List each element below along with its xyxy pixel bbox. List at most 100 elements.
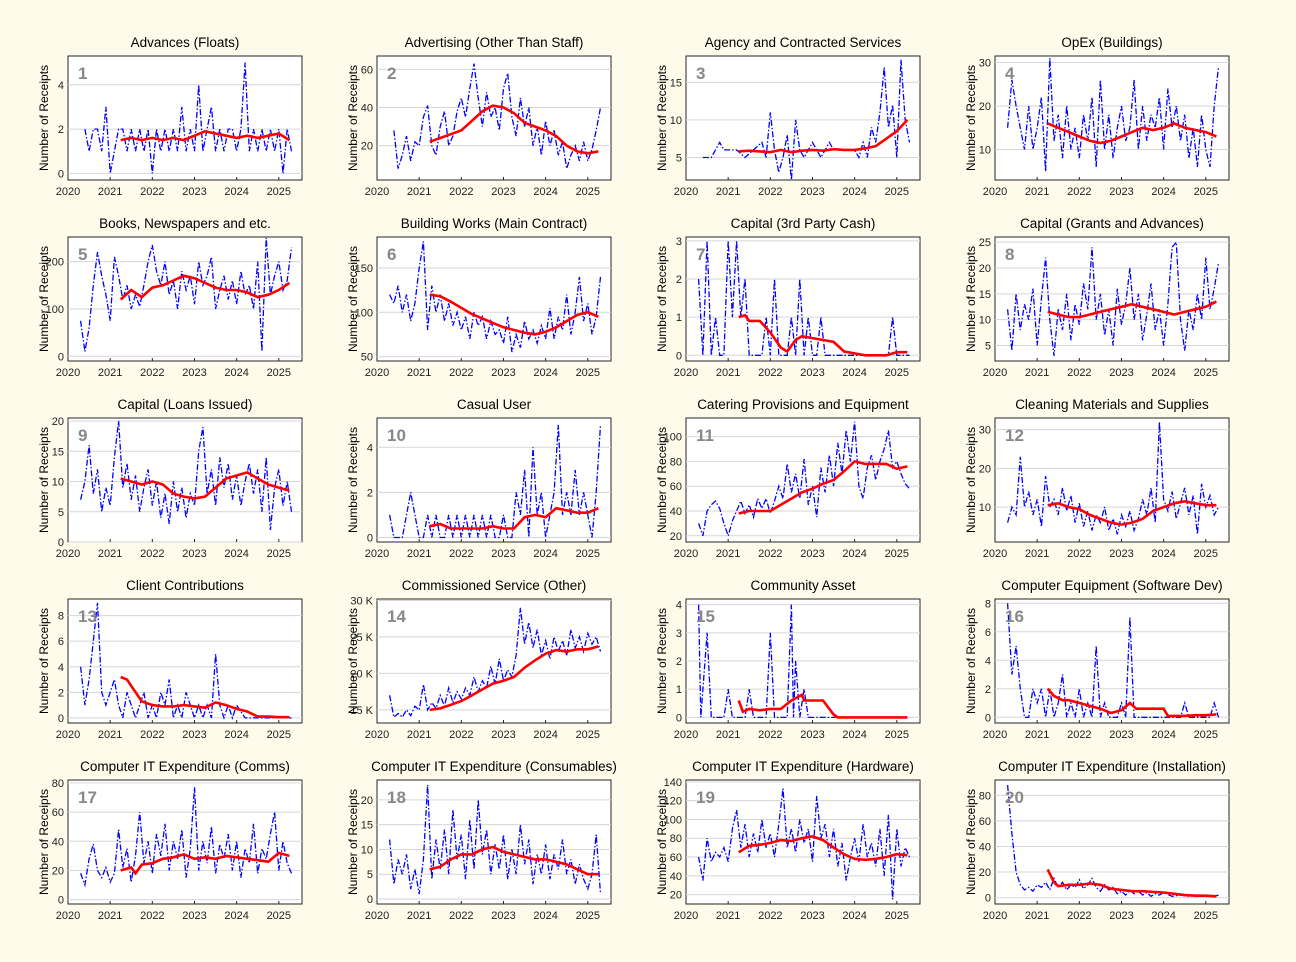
plot-area <box>67 55 303 181</box>
subplot-title: Capital (Loans Issued) <box>117 397 252 412</box>
x-tick-label: 2022 <box>1067 548 1091 560</box>
y-tick-label: 4 <box>676 600 682 612</box>
y-tick-label: 120 <box>664 796 682 808</box>
subplot-index: 17 <box>78 788 97 807</box>
subplot-index: 3 <box>696 64 705 83</box>
x-tick-label: 2022 <box>140 548 164 560</box>
y-tick-label: 20 <box>979 101 991 113</box>
y-axis-label: Number of Receipts <box>37 427 51 533</box>
monthly-series-line <box>1006 603 1220 718</box>
x-tick-label: 2020 <box>674 548 698 560</box>
y-tick-label: 60 <box>670 852 682 864</box>
smoothed-trend-line <box>429 506 599 530</box>
y-tick-label: 40 <box>52 836 64 848</box>
y-axis-label: Number of Receipts <box>37 246 51 352</box>
x-tick-label: 2025 <box>885 548 909 560</box>
y-tick-label: 40 <box>361 103 373 115</box>
x-tick-label: 2021 <box>1025 367 1049 379</box>
x-tick-label: 2022 <box>140 910 164 922</box>
plot-area <box>685 779 921 905</box>
monthly-series-line <box>388 424 602 539</box>
x-tick-label: 2024 <box>533 729 557 741</box>
x-tick-label: 2023 <box>491 367 515 379</box>
y-axis-label: Number of Receipts <box>964 789 978 895</box>
x-tick-label: 2022 <box>449 367 473 379</box>
y-tick-label: 20 K <box>350 668 373 680</box>
y-tick-label: 20 <box>979 463 991 475</box>
x-tick-label: 2023 <box>491 548 515 560</box>
x-tick-label: 2024 <box>1151 367 1175 379</box>
y-tick-label: 15 K <box>350 705 373 717</box>
y-tick-label: 30 <box>979 425 991 437</box>
x-tick-label: 2025 <box>576 367 600 379</box>
plot-area <box>685 417 921 543</box>
x-tick-label: 2025 <box>576 186 600 198</box>
x-tick-label: 2020 <box>983 186 1007 198</box>
x-tick-label: 2020 <box>56 367 80 379</box>
y-tick-label: 6 <box>58 636 64 648</box>
x-tick-label: 2021 <box>1025 548 1049 560</box>
y-axis-label: Number of Receipts <box>346 427 360 533</box>
subplot-index: 14 <box>387 607 406 626</box>
y-tick-label: 6 <box>985 627 991 639</box>
x-tick-label: 2021 <box>716 729 740 741</box>
subplot-13: 0 2 4 6 8 2020 2021 2022 2023 2024 2025 Client Cont… <box>37 578 303 741</box>
x-tick-label: 2025 <box>576 548 600 560</box>
monthly-series-line <box>1006 421 1220 535</box>
x-tick-label: 2023 <box>1109 548 1133 560</box>
smoothed-trend-line <box>738 835 908 862</box>
x-tick-label: 2024 <box>224 910 248 922</box>
x-tick-label: 2020 <box>365 367 389 379</box>
y-tick-label: 80 <box>670 456 682 468</box>
smoothed-trend-line <box>1046 868 1217 898</box>
x-tick-label: 2021 <box>407 729 431 741</box>
subplot-index: 10 <box>387 426 406 445</box>
y-tick-label: 20 <box>670 890 682 902</box>
y-tick-label: 150 <box>355 263 373 275</box>
monthly-series-line <box>1006 58 1220 172</box>
subplot-5: 0 100 200 2020 2021 2022 2023 2024 2025 Books, Ne… <box>37 216 303 379</box>
smoothed-trend-line <box>738 313 908 357</box>
x-tick-label: 2023 <box>1109 367 1133 379</box>
x-tick-label: 2020 <box>56 729 80 741</box>
x-tick-label: 2023 <box>182 548 206 560</box>
x-tick-label: 2023 <box>800 367 824 379</box>
subplot-title: Computer IT Expenditure (Consumables) <box>371 759 617 774</box>
y-axis-label: Number of Receipts <box>655 608 669 714</box>
y-tick-label: 80 <box>52 778 64 790</box>
x-tick-label: 2023 <box>800 910 824 922</box>
y-tick-label: 4 <box>58 80 64 92</box>
x-tick-label: 2024 <box>533 186 557 198</box>
y-axis-label: Number of Receipts <box>346 789 360 895</box>
y-tick-label: 100 <box>664 814 682 826</box>
x-tick-label: 2023 <box>491 910 515 922</box>
x-tick-label: 2020 <box>674 186 698 198</box>
subplot-15: 0 1 2 3 4 2020 2021 2022 2023 2024 2025 Community A… <box>655 578 921 741</box>
x-tick-label: 2020 <box>365 186 389 198</box>
monthly-series-line <box>393 63 602 169</box>
subplot-title: Advances (Floats) <box>131 35 240 50</box>
x-tick-label: 2024 <box>1151 910 1175 922</box>
subplot-title: Capital (3rd Party Cash) <box>731 216 876 231</box>
y-tick-label: 80 <box>979 790 991 802</box>
x-tick-label: 2024 <box>1151 548 1175 560</box>
y-tick-label: 200 <box>46 257 64 269</box>
y-tick-label: 50 <box>361 352 373 364</box>
subplot-title: Books, Newspapers and etc. <box>99 216 271 231</box>
x-tick-label: 2021 <box>1025 186 1049 198</box>
y-tick-label: 20 <box>979 867 991 879</box>
x-tick-label: 2020 <box>365 548 389 560</box>
y-tick-label: 100 <box>355 307 373 319</box>
subplot-title: Cleaning Materials and Supplies <box>1015 397 1209 412</box>
smoothed-trend-line <box>120 675 290 719</box>
y-tick-label: 4 <box>985 655 991 667</box>
y-tick-label: 30 <box>979 58 991 70</box>
y-tick-label: 2 <box>676 656 682 668</box>
monthly-series-line <box>702 59 911 180</box>
y-axis-label: Number of Receipts <box>346 65 360 171</box>
subplot-index: 6 <box>387 245 396 264</box>
y-tick-label: 40 <box>670 506 682 518</box>
plot-area <box>376 417 612 543</box>
